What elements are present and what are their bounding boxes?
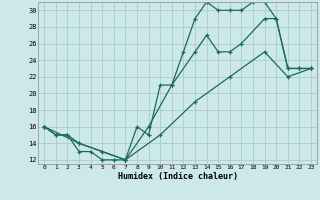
X-axis label: Humidex (Indice chaleur): Humidex (Indice chaleur) — [118, 172, 238, 181]
